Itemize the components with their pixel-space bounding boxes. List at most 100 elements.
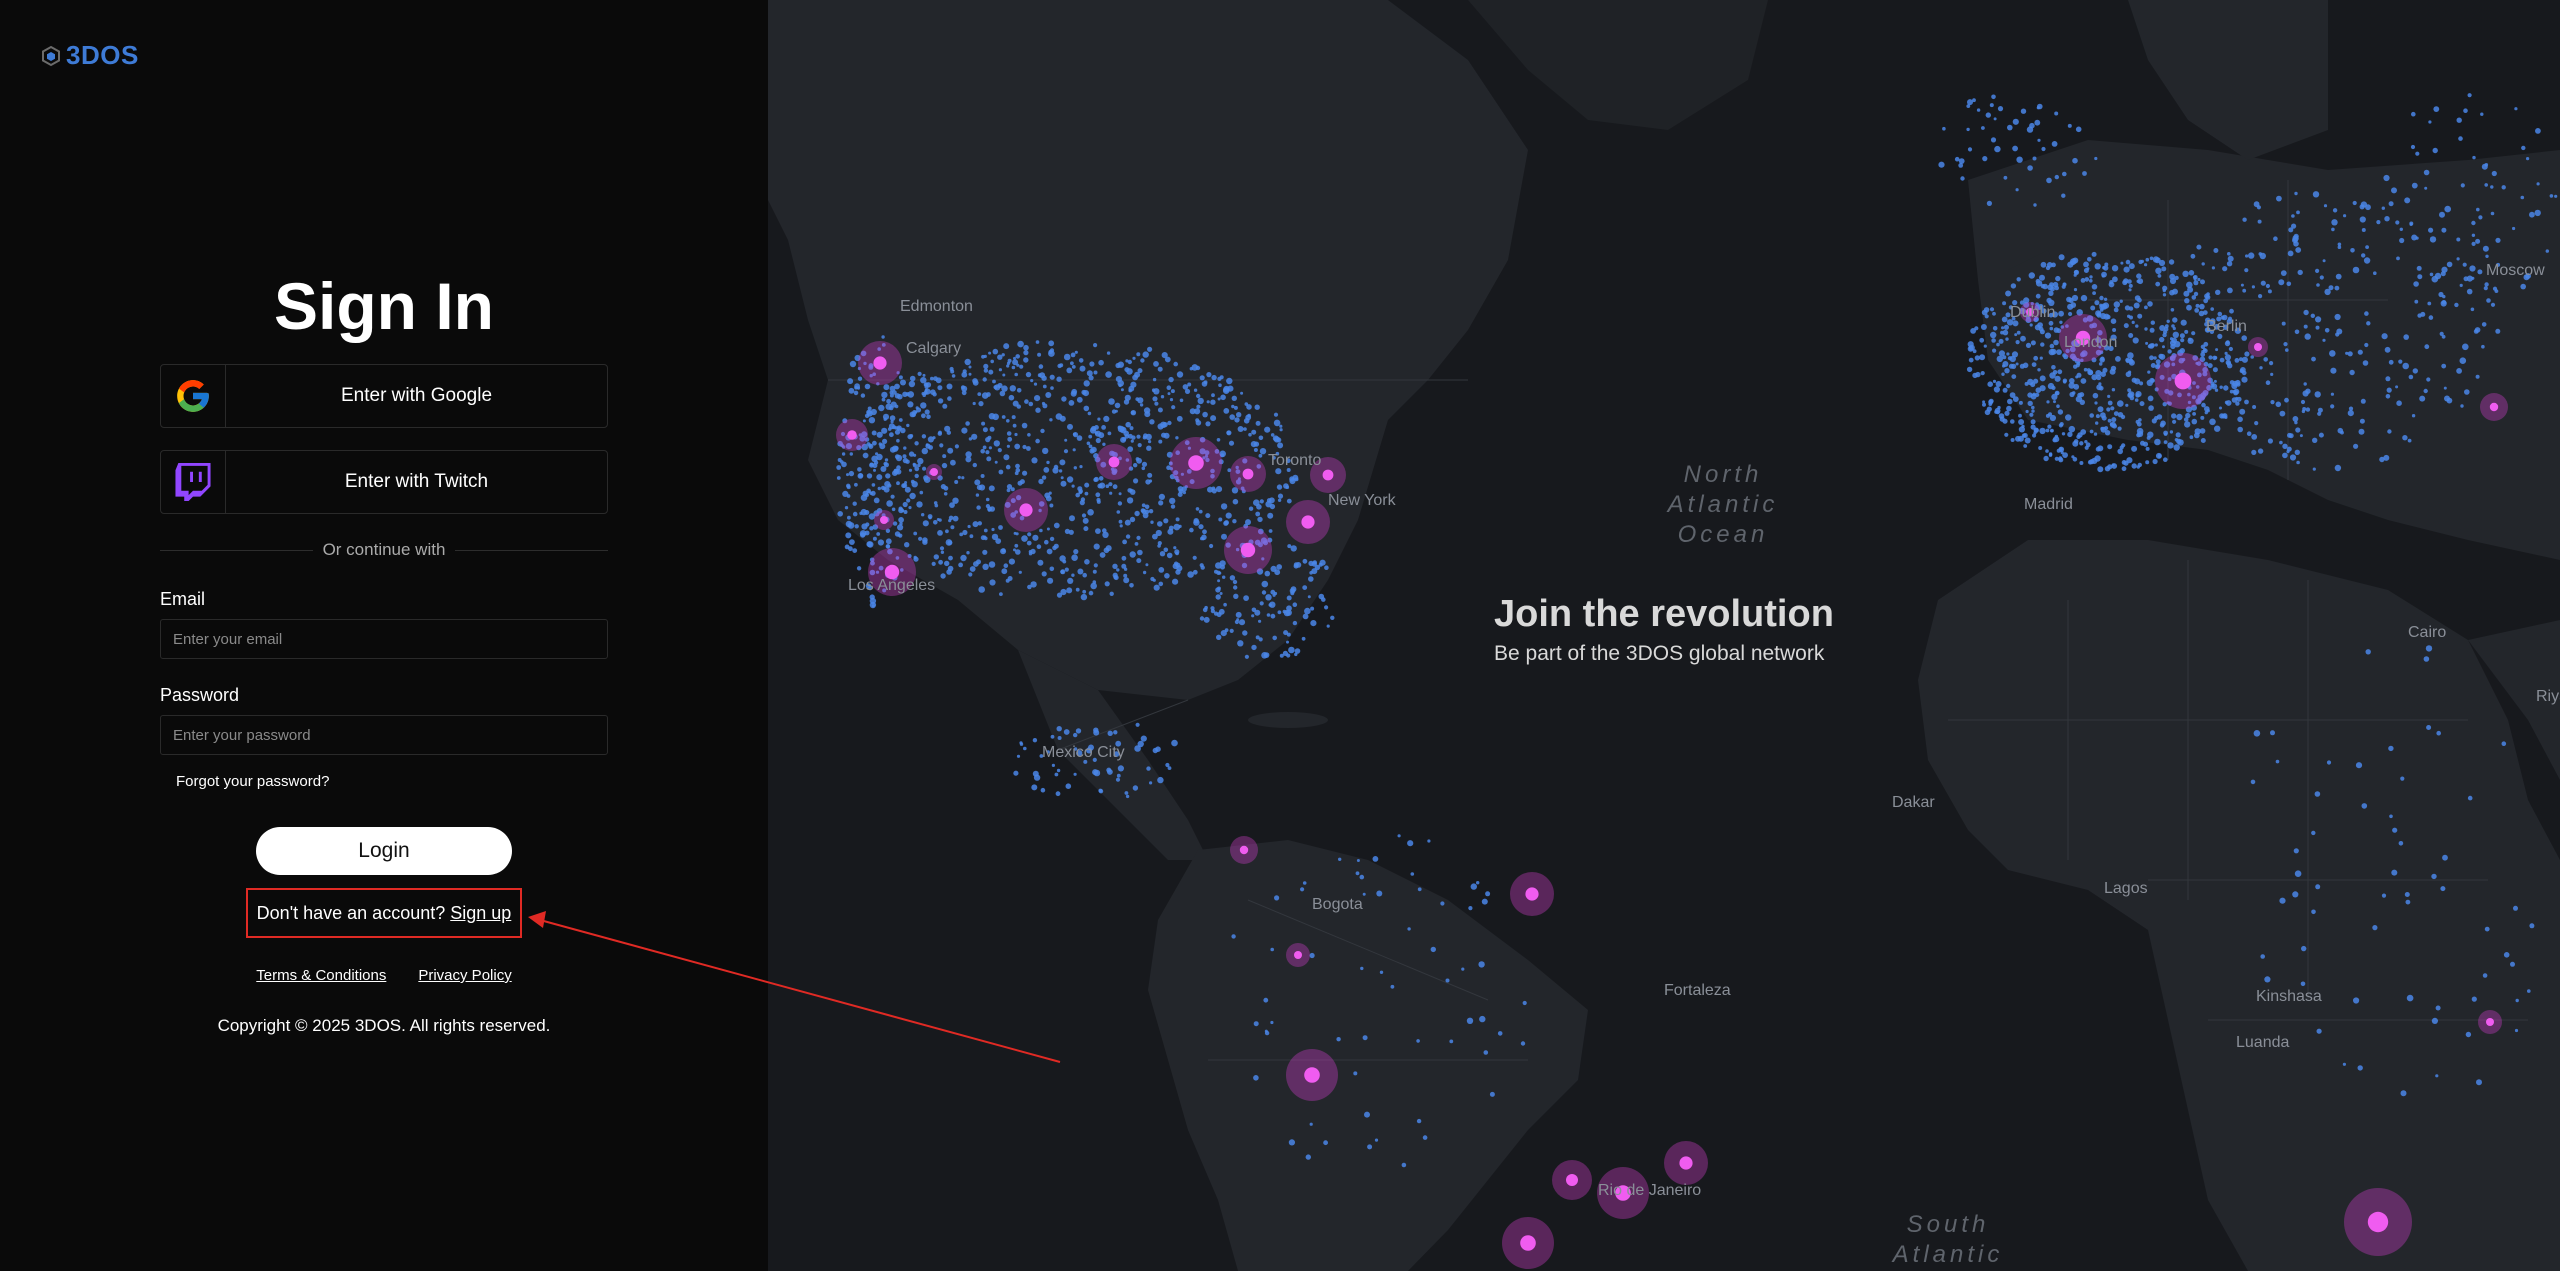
network-node (2185, 412, 2191, 419)
network-node (2035, 293, 2041, 299)
twitch-signin-button[interactable]: Enter with Twitch (160, 450, 608, 514)
network-node (2033, 316, 2039, 322)
email-input[interactable] (160, 619, 608, 659)
network-node (1967, 99, 1973, 106)
network-node (2100, 412, 2106, 419)
network-node (2055, 275, 2061, 282)
network-node (2402, 435, 2408, 441)
network-node (2347, 410, 2354, 417)
terms-link[interactable]: Terms & Conditions (256, 967, 387, 984)
network-node (2275, 759, 2280, 764)
network-node (849, 539, 855, 545)
network-node (1124, 394, 1131, 401)
network-node (1998, 338, 2004, 344)
network-node (841, 461, 847, 468)
network-node (976, 559, 981, 565)
network-node (2062, 171, 2067, 177)
network-node (1104, 581, 1110, 587)
network-node (1167, 392, 1171, 396)
network-node (2237, 416, 2243, 423)
network-node (2343, 214, 2347, 218)
signup-link[interactable]: Sign up (450, 902, 512, 923)
network-node (1044, 539, 1049, 545)
network-node (952, 497, 959, 504)
network-node (877, 347, 881, 351)
network-node (2295, 247, 2302, 253)
network-node (2119, 445, 2124, 450)
network-node (1954, 156, 1960, 162)
network-node (2373, 271, 2377, 276)
network-node (2043, 455, 2049, 462)
network-node (1125, 359, 1129, 363)
network-node (2154, 343, 2158, 347)
network-node (1235, 479, 1242, 485)
network-node (900, 379, 906, 386)
network-node (988, 351, 992, 355)
network-node (2291, 223, 2297, 229)
network-node (969, 566, 976, 572)
hero-block: Join the revolution Be part of the 3DOS … (1494, 593, 1834, 666)
network-node (1092, 580, 1097, 584)
password-input[interactable] (160, 715, 608, 755)
network-node (1021, 535, 1028, 542)
network-node (1173, 361, 1178, 367)
network-node (909, 375, 916, 382)
network-node (1170, 389, 1175, 394)
network-node (1362, 892, 1366, 896)
network-node (2305, 388, 2311, 394)
network-node (2074, 358, 2081, 364)
login-button[interactable]: Login (256, 827, 512, 875)
network-node (2471, 276, 2475, 280)
network-node (2417, 313, 2422, 318)
network-node (2330, 392, 2334, 396)
network-node (2040, 342, 2045, 347)
network-node (914, 466, 920, 472)
network-node (1027, 584, 1032, 590)
network-node (2472, 155, 2476, 160)
network-node (2358, 428, 2365, 435)
network-node (1149, 781, 1153, 785)
network-node (991, 533, 999, 541)
network-hub (2367, 1211, 2389, 1233)
network-node (1006, 444, 1010, 448)
city-label: Los Angeles (848, 577, 936, 594)
google-signin-button[interactable]: Enter with Google (160, 364, 608, 428)
network-node (1095, 528, 1101, 534)
network-node (2440, 886, 2446, 892)
privacy-link[interactable]: Privacy Policy (418, 967, 512, 984)
network-node (914, 473, 919, 479)
network-node (922, 539, 928, 545)
network-node (1032, 534, 1039, 541)
network-node (1251, 614, 1255, 618)
network-node (2200, 392, 2207, 399)
network-node (2031, 362, 2037, 367)
network-node (866, 541, 873, 548)
network-node (2475, 238, 2481, 244)
network-node (1319, 559, 1326, 566)
network-node (2058, 423, 2063, 428)
network-hub (1294, 951, 1302, 959)
network-node (2127, 352, 2134, 359)
network-node (1067, 423, 1073, 430)
network-node (916, 501, 923, 508)
network-node (1046, 527, 1050, 531)
brand-logo[interactable]: 3DOS (40, 40, 139, 71)
network-node (898, 375, 903, 380)
ocean-label: South Atlantic (1892, 1211, 2004, 1268)
network-node (2292, 416, 2299, 422)
network-node (1294, 648, 1301, 654)
network-node (864, 383, 871, 390)
network-node (982, 445, 987, 450)
network-node (1966, 366, 1973, 373)
network-node (1003, 454, 1010, 461)
forgot-password-link[interactable]: Forgot your password? (176, 773, 330, 790)
network-node (960, 385, 966, 390)
network-node (905, 459, 910, 464)
network-node (1134, 542, 1139, 546)
network-node (2145, 446, 2150, 451)
network-node (2061, 193, 2066, 198)
network-node (1461, 967, 1465, 971)
network-node (2316, 283, 2320, 287)
network-node (2392, 827, 2398, 833)
network-node (1048, 350, 1055, 357)
